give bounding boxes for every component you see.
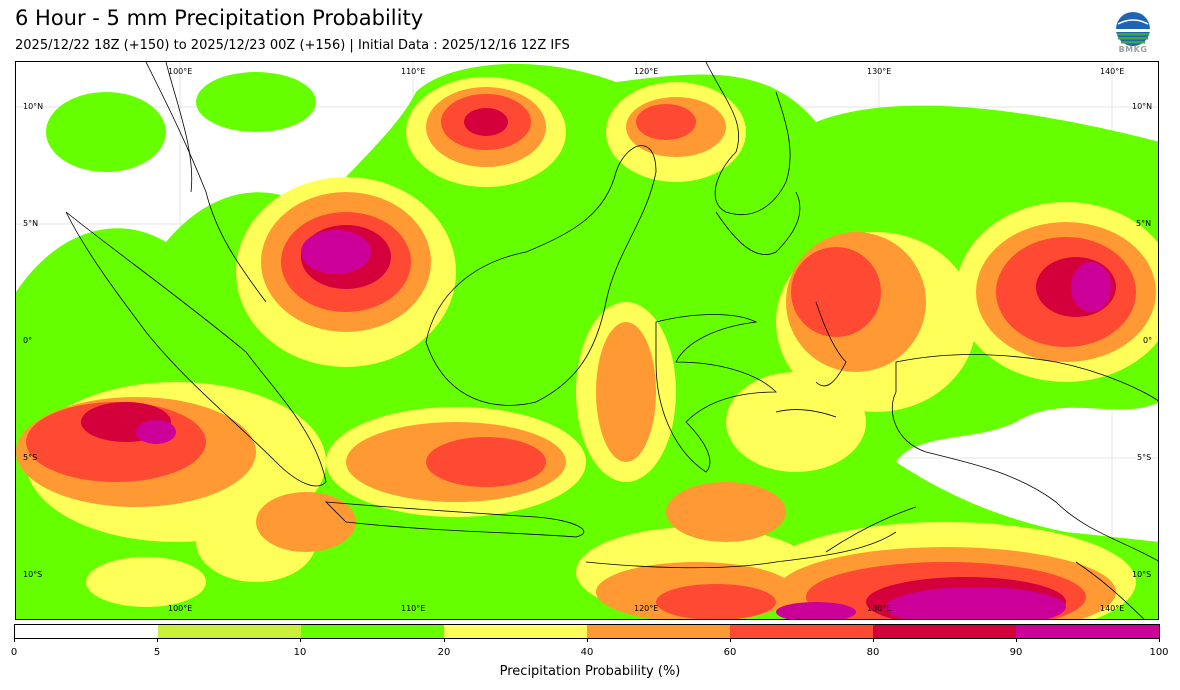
precipitation-map: 100°E 110°E 120°E 130°E 140°E 100°E 110°… — [15, 61, 1159, 620]
colorbar-seg-80-90 — [873, 625, 1016, 638]
colorbar-tick-0: 0 — [10, 647, 18, 658]
colorbar-seg-60-80 — [730, 625, 873, 638]
colorbar-tickmark — [730, 638, 731, 642]
lon-label-bottom-120: 120°E — [634, 604, 659, 613]
lon-label-bottom-130: 130°E — [867, 604, 892, 613]
lat-label-left-5n: 5°N — [23, 219, 39, 228]
colorbar-seg-5-10 — [158, 625, 301, 638]
lat-label-right-10s: 10°S — [1132, 570, 1152, 579]
logo-text: BMKG — [1118, 45, 1148, 54]
colorbar-label: Precipitation Probability (%) — [499, 664, 681, 679]
lat-label-left-5s: 5°S — [23, 453, 38, 462]
colorbar-tick-10: 10 — [293, 647, 307, 658]
colorbar-seg-0-5 — [15, 625, 158, 638]
lat-label-right-10n: 10°N — [1132, 102, 1153, 111]
lon-label-top-140: 140°E — [1100, 67, 1125, 76]
lat-label-left-10n: 10°N — [23, 102, 44, 111]
lon-label-top-120: 120°E — [634, 67, 659, 76]
colorbar-seg-40-60 — [587, 625, 730, 638]
lat-label-right-5n: 5°N — [1136, 219, 1152, 228]
lat-label-left-0: 0° — [23, 336, 33, 345]
colorbar-tickmark — [873, 638, 874, 642]
bmkg-logo-icon — [1114, 10, 1152, 54]
colorbar — [14, 624, 1160, 639]
colorbar-tickmark — [444, 638, 445, 642]
colorbar-tick-100: 100 — [1149, 647, 1169, 658]
colorbar-tickmark — [587, 638, 588, 642]
colorbar-seg-20-40 — [444, 625, 587, 638]
colorbar-tickmark — [1016, 638, 1017, 642]
chart-subtitle: 2025/12/22 18Z (+150) to 2025/12/23 00Z … — [15, 38, 570, 53]
colorbar-tick-20: 20 — [437, 647, 451, 658]
lon-label-top-110: 110°E — [401, 67, 426, 76]
colorbar-tickmark — [1159, 638, 1160, 642]
lat-label-right-0: 0° — [1143, 336, 1153, 345]
colorbar-seg-90-100 — [1016, 625, 1159, 638]
colorbar-tick-60: 60 — [723, 647, 737, 658]
lat-label-right-5s: 5°S — [1137, 453, 1152, 462]
lon-label-top-130: 130°E — [867, 67, 892, 76]
colorbar-tickmark — [157, 638, 158, 642]
colorbar-tick-80: 80 — [866, 647, 880, 658]
lon-label-bottom-140: 140°E — [1100, 604, 1125, 613]
lon-label-bottom-100: 100°E — [168, 604, 193, 613]
lon-label-bottom-110: 110°E — [401, 604, 426, 613]
colorbar-tick-5: 5 — [153, 647, 161, 658]
colorbar-tick-90: 90 — [1009, 647, 1023, 658]
coastlines — [65, 62, 1158, 619]
lat-label-left-10s: 10°S — [23, 570, 43, 579]
lon-label-top-100: 100°E — [168, 67, 193, 76]
colorbar-seg-10-20 — [301, 625, 444, 638]
prob-band-90 — [136, 230, 1111, 619]
colorbar-tickmark — [14, 638, 15, 642]
colorbar-tickmark — [300, 638, 301, 642]
colorbar-tick-40: 40 — [580, 647, 594, 658]
chart-title: 6 Hour - 5 mm Precipitation Probability — [15, 6, 424, 30]
